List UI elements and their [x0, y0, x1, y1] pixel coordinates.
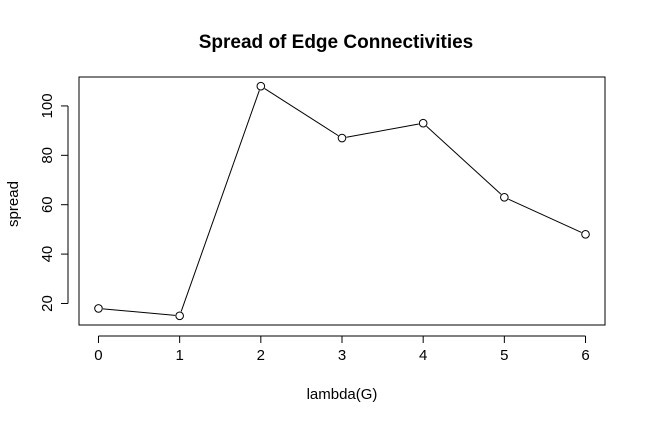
chart-title: Spread of Edge Connectivities — [199, 32, 474, 53]
y-tick-label: 100 — [39, 93, 56, 118]
x-tick-label: 4 — [419, 347, 427, 364]
data-point — [337, 133, 347, 143]
x-axis: 0 1 2 3 4 5 6 — [94, 335, 590, 364]
x-axis-label: lambda(G) — [307, 386, 378, 403]
y-tick-label: 40 — [39, 246, 56, 263]
data-point — [94, 304, 103, 313]
data-point — [418, 118, 428, 128]
series-line-segment — [102, 308, 176, 316]
series-line-segment — [426, 125, 502, 195]
data-point — [175, 311, 184, 321]
y-tick-label: 80 — [39, 147, 56, 164]
x-tick-label: 1 — [175, 347, 183, 364]
series-line-segment — [346, 123, 419, 138]
y-axis: 20 40 60 80 100 — [39, 93, 69, 312]
data-point — [581, 230, 590, 239]
series-line-segment — [508, 198, 582, 233]
data-point — [500, 192, 509, 202]
data-point — [256, 81, 266, 91]
plot-frame — [78, 76, 606, 326]
x-tick-label: 2 — [257, 347, 265, 364]
x-tick-label: 3 — [338, 347, 346, 364]
series-line-segment — [264, 88, 339, 137]
series-line-segment — [180, 90, 260, 312]
y-tick-label: 60 — [39, 196, 56, 213]
y-tick-label: 20 — [39, 295, 56, 312]
y-axis-label: spread — [5, 181, 22, 227]
series-layer — [94, 81, 590, 321]
x-tick-label: 0 — [94, 347, 102, 364]
x-tick-label: 6 — [581, 347, 589, 364]
x-tick-label: 5 — [500, 347, 508, 364]
